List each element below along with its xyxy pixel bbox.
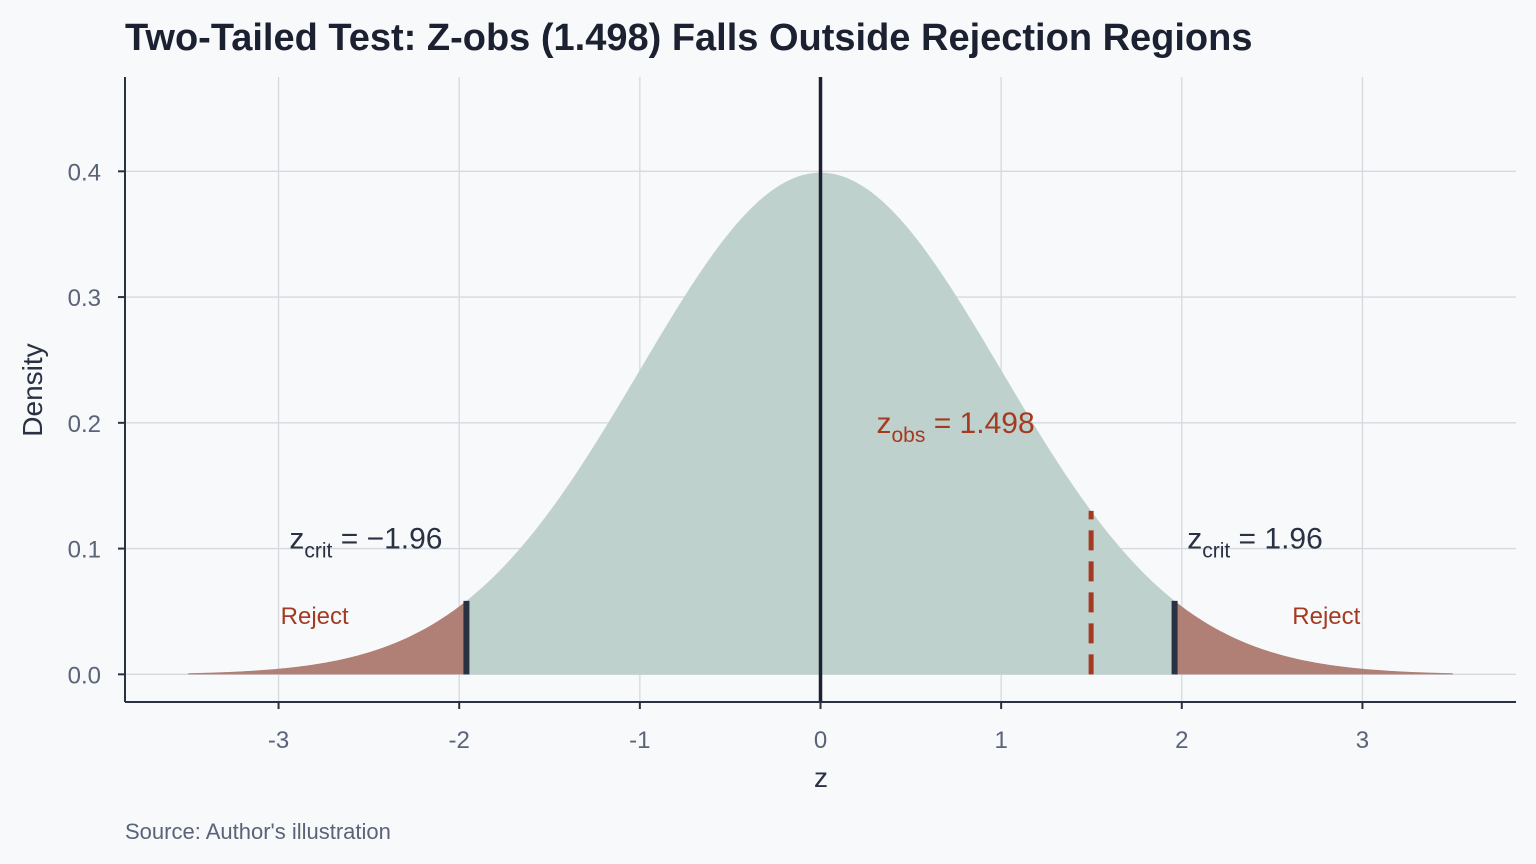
x-tick-label: -2 — [449, 727, 470, 754]
x-tick-label: -3 — [268, 727, 289, 754]
y-tick-label: 0.0 — [68, 662, 101, 689]
axes — [118, 77, 1516, 709]
x-tick-label: 1 — [994, 727, 1007, 754]
y-tick-label: 0.2 — [68, 411, 101, 438]
x-axis-label: z — [814, 762, 828, 793]
y-tick-label: 0.1 — [68, 537, 101, 564]
z-obs-label: zobs = 1.498 — [877, 407, 1035, 447]
x-tick-label: -1 — [629, 727, 650, 754]
x-tick-label: 2 — [1175, 727, 1188, 754]
reference-lines — [463, 77, 1178, 702]
y-tick-label: 0.4 — [68, 159, 101, 186]
chart-title: Two-Tailed Test: Z-obs (1.498) Falls Out… — [125, 17, 1253, 59]
annotations: zcrit = −1.96 zcrit = 1.96 zobs = 1.498 Rej… — [281, 407, 1361, 630]
x-tick-label: 3 — [1356, 727, 1369, 754]
crit-left-label: zcrit = −1.96 — [289, 523, 442, 563]
rejection-region-right — [1174, 600, 1453, 675]
chart-caption: Source: Author's illustration — [125, 819, 391, 844]
y-tick-label: 0.3 — [68, 285, 101, 312]
reject-left-label: Reject — [281, 603, 349, 630]
x-tick-label: 0 — [814, 727, 827, 754]
y-axis-label: Density — [17, 343, 48, 436]
tick-labels: -3 -2 -1 0 1 2 3 0.0 0.1 0.2 0.3 0.4 — [68, 159, 1370, 754]
crit-right-label: zcrit = 1.96 — [1187, 523, 1323, 563]
reject-right-label: Reject — [1292, 603, 1360, 630]
rejection-region-left — [188, 600, 467, 675]
